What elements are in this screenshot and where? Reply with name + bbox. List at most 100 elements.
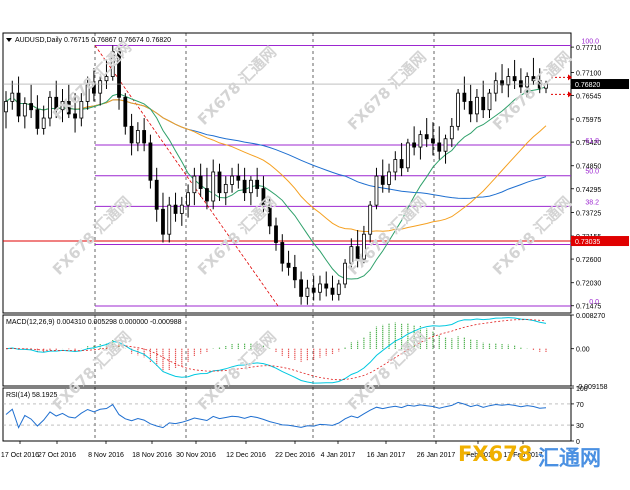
red-price-tag: [571, 236, 629, 247]
candle-bear: [324, 283, 329, 289]
candle-bear: [431, 138, 435, 144]
candle-bear: [129, 125, 134, 144]
candle-bull: [374, 175, 379, 206]
candle-bull: [48, 96, 52, 119]
candle-bear: [205, 188, 209, 202]
candle-bear: [537, 80, 542, 89]
candle-bull: [79, 101, 84, 119]
candle-bull: [305, 287, 310, 297]
candle-bull: [418, 134, 423, 148]
candle-bear: [255, 179, 260, 189]
moving-average-mid: [5, 96, 547, 232]
candle-bull: [449, 125, 454, 140]
candle-bull: [104, 76, 109, 82]
candle-bull: [544, 83, 548, 89]
candle-bear: [173, 204, 178, 214]
candle-bull: [22, 103, 27, 117]
fib-trendline: [94, 45, 279, 307]
price-tick-label: 0.75975: [576, 117, 601, 124]
rsi-header: RSI(14) 58.1925: [6, 392, 57, 399]
candle-bull: [223, 184, 228, 194]
date-tick-label: 8 Nov 2016: [88, 452, 124, 459]
rsi-panel: [2, 387, 572, 442]
candle-bear: [16, 92, 21, 117]
candle-bear: [330, 287, 335, 295]
price-tick-label: 0.72600: [576, 257, 601, 264]
price-tick-label: 0.73725: [576, 210, 601, 217]
candle-bull: [179, 204, 184, 214]
price-tick-label: 0.74850: [576, 164, 601, 171]
candle-bear: [217, 171, 222, 194]
macd-tick-label: 0.008270: [576, 313, 605, 320]
candle-bear: [286, 262, 291, 268]
candle-bull: [387, 171, 391, 185]
fib-level-label: 61.8: [585, 138, 599, 145]
alert-arrow-head: [568, 91, 572, 98]
candle-bear: [280, 242, 285, 264]
date-tick-label: 27 Oct 2016: [38, 452, 76, 459]
date-tick-label: 7 Feb 2017: [460, 452, 496, 459]
candle-bear: [35, 109, 40, 129]
price-tick-label: 0.75420: [576, 140, 601, 147]
candle-bull: [85, 84, 90, 102]
candle-bull: [4, 101, 8, 113]
candle-bull: [493, 80, 498, 94]
candle-bull: [211, 171, 216, 202]
candle-bull: [487, 92, 492, 111]
candle-bull: [10, 92, 15, 102]
candle-bear: [154, 179, 159, 210]
candle-bear: [274, 225, 278, 243]
brand-logo: FX678 汇通网: [430, 438, 630, 474]
candle-bear: [299, 279, 304, 297]
candle-bear: [148, 142, 153, 181]
candle-bear: [29, 103, 34, 111]
candle-bull: [456, 92, 460, 127]
candle-bear: [468, 101, 473, 115]
candle-bear: [117, 51, 121, 98]
red-price-tag-label: 0.73035: [575, 239, 600, 246]
date-tick-label: 12 Dec 2016: [226, 452, 266, 459]
candle-bull: [368, 204, 373, 235]
candle-bear: [73, 113, 77, 119]
candle-bull: [110, 51, 115, 77]
candle-bear: [54, 96, 59, 111]
fib-level-label: 0.0: [589, 299, 599, 306]
current-price-tag-label: 0.76820: [575, 82, 600, 89]
candle-bull: [167, 204, 172, 235]
date-tick-label: 30 Nov 2016: [176, 452, 216, 459]
candle-bear: [292, 266, 297, 281]
candle-bear: [437, 142, 442, 152]
candle-bear: [66, 101, 71, 115]
alert-arrow-head: [568, 74, 572, 81]
fib-level-label: 50.0: [585, 169, 599, 176]
candle-bull: [525, 76, 530, 88]
rsi-tick-label: 100: [576, 386, 588, 393]
rsi-tick-label: 70: [576, 402, 584, 409]
candle-bear: [267, 204, 272, 227]
candle-bear: [500, 80, 504, 86]
date-tick-label: 26 Jan 2017: [417, 452, 456, 459]
price-tick-label: 0.72030: [576, 281, 601, 288]
candle-bull: [186, 192, 190, 206]
chart-menu-icon[interactable]: [6, 38, 12, 42]
price-tick-label: 0.71475: [576, 304, 601, 311]
candle-bull: [362, 233, 366, 260]
candle-bull: [343, 262, 347, 285]
current-price-tag: [571, 79, 629, 90]
date-tick-label: 17 Oct 2016: [1, 452, 39, 459]
candle-bear: [311, 287, 316, 293]
macd-main-line: [5, 317, 547, 384]
candle-bear: [198, 175, 203, 189]
candle-bull: [192, 175, 197, 194]
candle-bull: [230, 175, 234, 185]
macd-tick-label: -0.009158: [576, 384, 608, 391]
candle-bull: [393, 159, 398, 173]
candle-bear: [261, 188, 266, 206]
candle-bull: [405, 142, 410, 169]
fib-level-label: 100.0: [581, 38, 599, 45]
candle-bear: [412, 142, 417, 148]
ohlc-readout: 0.76715 0.76867 0.76674 0.76820: [64, 37, 171, 44]
date-tick-label: 17 Feb 2017: [503, 452, 542, 459]
macd-panel: [2, 314, 572, 387]
